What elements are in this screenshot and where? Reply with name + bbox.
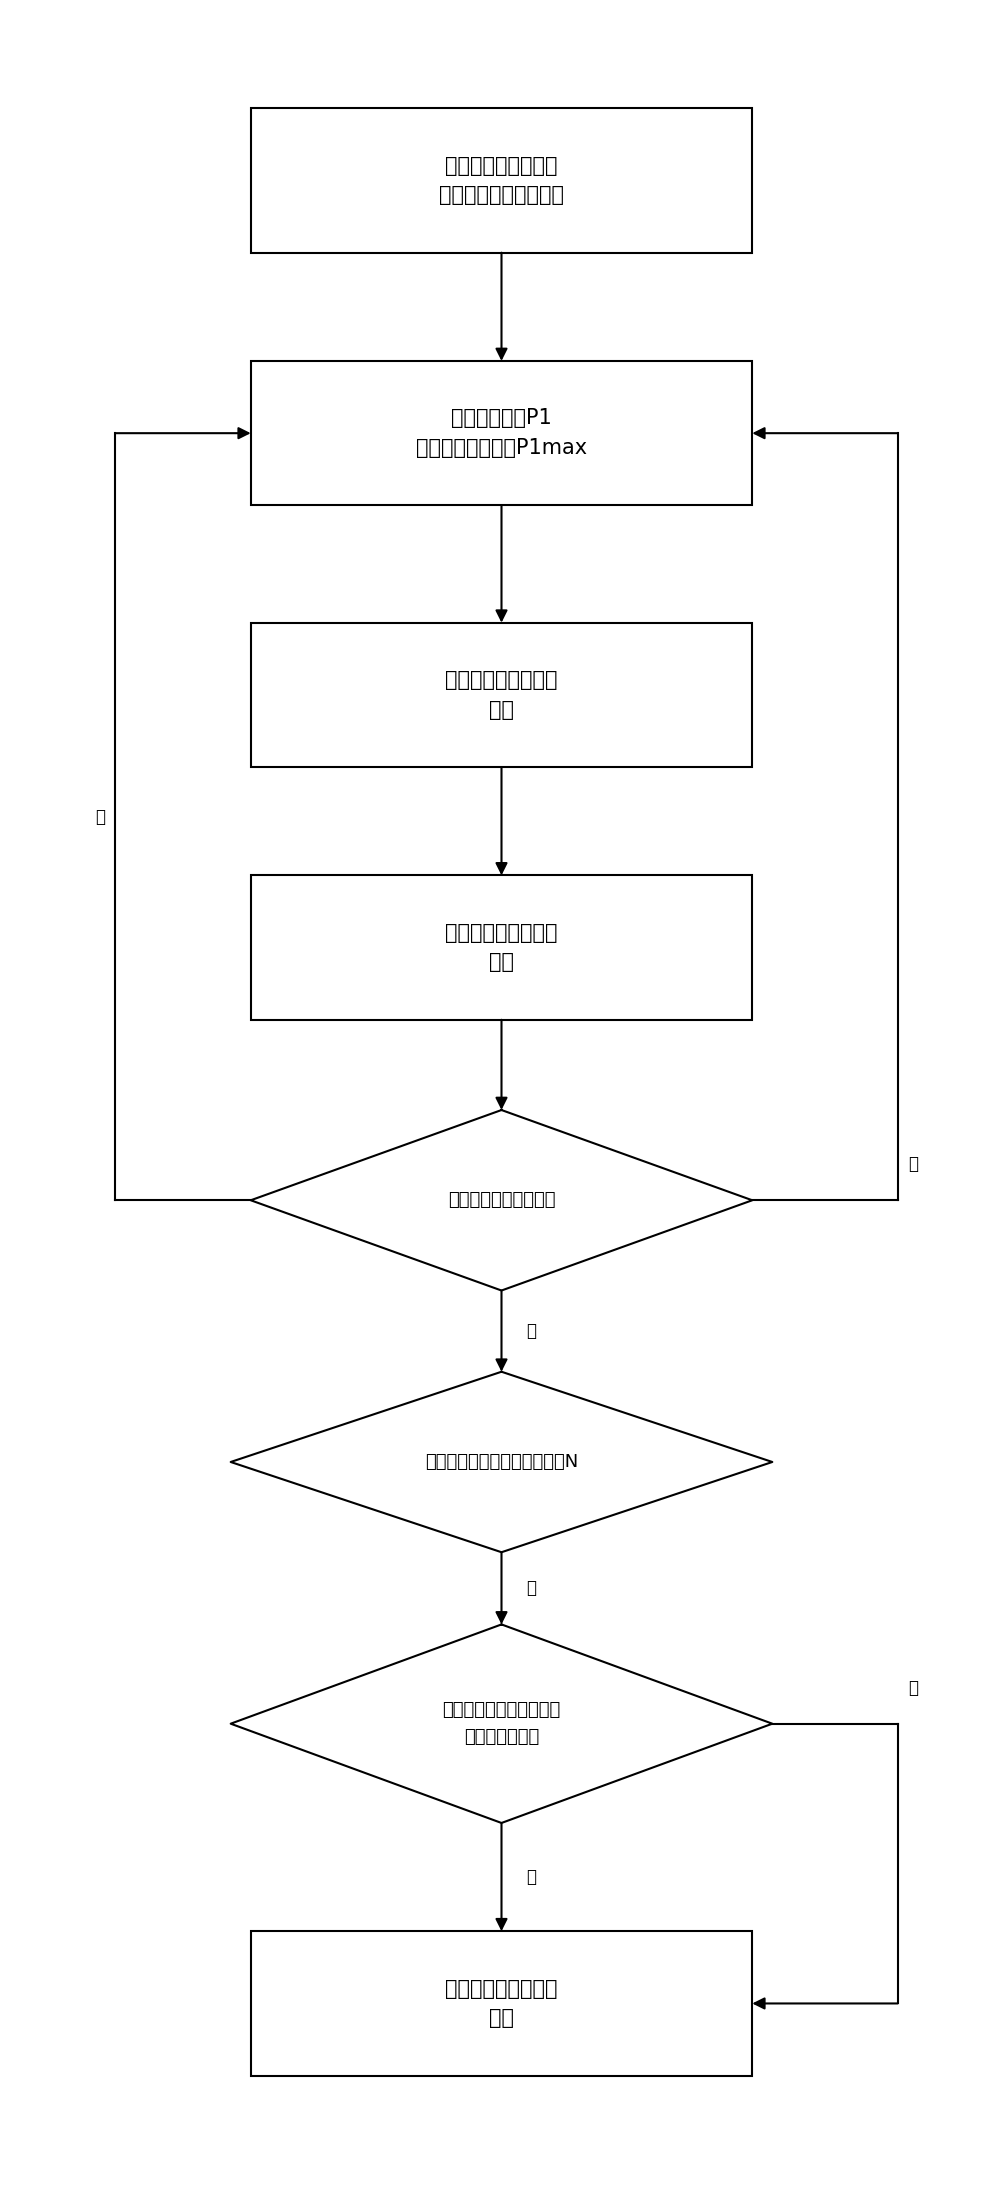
Text: 判断分区个数是否达到设定值N: 判断分区个数是否达到设定值N bbox=[425, 1453, 577, 1471]
Text: 否: 否 bbox=[526, 1867, 536, 1887]
Text: 是: 是 bbox=[526, 1321, 536, 1341]
Bar bbox=[250, 361, 752, 506]
Text: 本地区拓扑结构模型
根据线路功率分布因子: 本地区拓扑结构模型 根据线路功率分布因子 bbox=[439, 156, 563, 205]
Text: 计算每条线路的输电
介数: 计算每条线路的输电 介数 bbox=[445, 669, 557, 720]
Bar bbox=[250, 1931, 752, 2076]
Text: 否: 否 bbox=[526, 1579, 536, 1596]
Bar bbox=[250, 623, 752, 766]
Text: 分区结束，输出分区
结果: 分区结束，输出分区 结果 bbox=[445, 1980, 557, 2028]
Text: 检查网络中是否还有满足
开断条件的线路: 检查网络中是否还有满足 开断条件的线路 bbox=[442, 1702, 560, 1746]
Bar bbox=[250, 876, 752, 1020]
Text: 潮流计算得到P1
静态安全分析得到P1max: 潮流计算得到P1 静态安全分析得到P1max bbox=[416, 407, 586, 458]
Bar bbox=[250, 108, 752, 253]
Text: 是: 是 bbox=[95, 808, 105, 826]
Text: 否: 否 bbox=[907, 1156, 917, 1174]
Text: 是: 是 bbox=[907, 1678, 917, 1696]
Text: 移除输电介数最大的
线路: 移除输电介数最大的 线路 bbox=[445, 923, 557, 973]
Text: 检查是否出现新的分区: 检查是否出现新的分区 bbox=[447, 1191, 555, 1209]
